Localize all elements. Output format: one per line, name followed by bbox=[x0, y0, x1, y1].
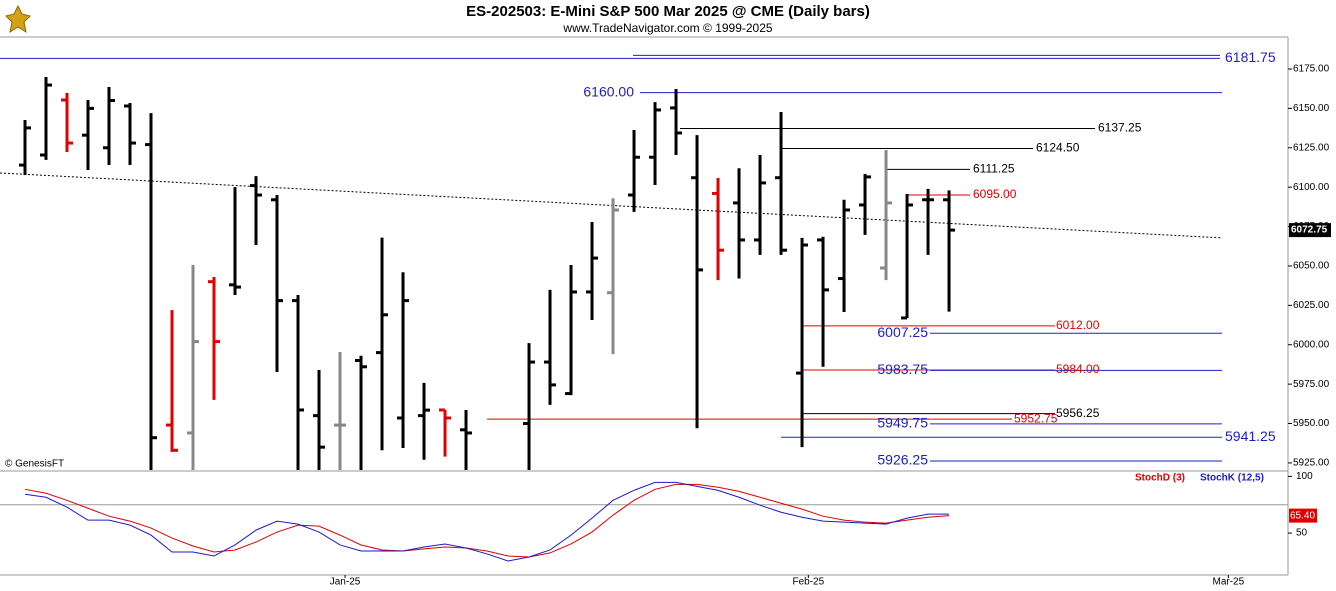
y-tick-label: 5950.00 bbox=[1293, 418, 1330, 429]
chart-subtitle: www.TradeNavigator.com © 1999-2025 bbox=[562, 21, 772, 35]
chart-title: ES-202503: E-Mini S&P 500 Mar 2025 @ CME… bbox=[466, 3, 870, 20]
x-tick-label: Mar-25 bbox=[1213, 577, 1245, 588]
x-tick-label: Jan-25 bbox=[330, 577, 361, 588]
axes: 5925.00 5950.00 5975.00 6000.00 6025.00 6050.… bbox=[330, 49, 1331, 588]
y-tick-label: 6100.00 bbox=[1293, 182, 1330, 193]
level-label: 6111.25 bbox=[973, 162, 1015, 176]
level-label: 5956.25 bbox=[1056, 406, 1100, 420]
level-label: 6095.00 bbox=[973, 187, 1017, 201]
price-panel bbox=[0, 54, 1223, 470]
y-tick-label: 6000.00 bbox=[1293, 339, 1330, 350]
last-price-box bbox=[1289, 223, 1331, 238]
logo bbox=[2, 4, 34, 34]
y-tick-label: 5925.00 bbox=[1293, 458, 1330, 469]
level-label: 5952.75 bbox=[1014, 411, 1058, 425]
legend-entry: StochD (3) bbox=[1135, 473, 1185, 484]
stoch-line bbox=[24, 483, 950, 558]
level-label: 6124.50 bbox=[1036, 141, 1080, 155]
level-label: 6012.00 bbox=[1056, 318, 1100, 332]
y-tick-label: 6125.00 bbox=[1293, 142, 1330, 153]
y-tick-label: 6175.00 bbox=[1293, 64, 1330, 75]
level-label: 6137.25 bbox=[1098, 121, 1142, 135]
y-tick-label: 100 bbox=[1296, 471, 1313, 482]
level-label: 5949.75 bbox=[877, 415, 928, 431]
stoch-line bbox=[24, 481, 950, 562]
legend-entry: StochK (12,5) bbox=[1200, 473, 1264, 484]
level-label: 5926.25 bbox=[877, 452, 928, 468]
y-tick-label: 6050.00 bbox=[1293, 261, 1330, 272]
last-value-label: 65.40 bbox=[1290, 510, 1315, 521]
x-tick-label: Feb-25 bbox=[792, 577, 824, 588]
y-tick-label: 50 bbox=[1296, 528, 1308, 539]
level-label: 5941.25 bbox=[1225, 428, 1276, 444]
y-tick-label: 5975.00 bbox=[1293, 379, 1330, 390]
last-value-box bbox=[1289, 508, 1317, 523]
y-tick-label: 6025.00 bbox=[1293, 300, 1330, 311]
level-label: 5983.75 bbox=[877, 361, 928, 377]
level-label: 5984.00 bbox=[1056, 362, 1100, 376]
level-label: 6181.75 bbox=[1225, 49, 1276, 65]
stoch-panel bbox=[0, 481, 1288, 562]
level-label: 6160.00 bbox=[583, 83, 634, 99]
level-label: 6007.25 bbox=[877, 324, 928, 340]
watermark: © GenesisFT bbox=[5, 459, 64, 470]
y-tick-label: 6150.00 bbox=[1293, 103, 1330, 114]
last-price-label: 6072.75 bbox=[1291, 225, 1328, 236]
